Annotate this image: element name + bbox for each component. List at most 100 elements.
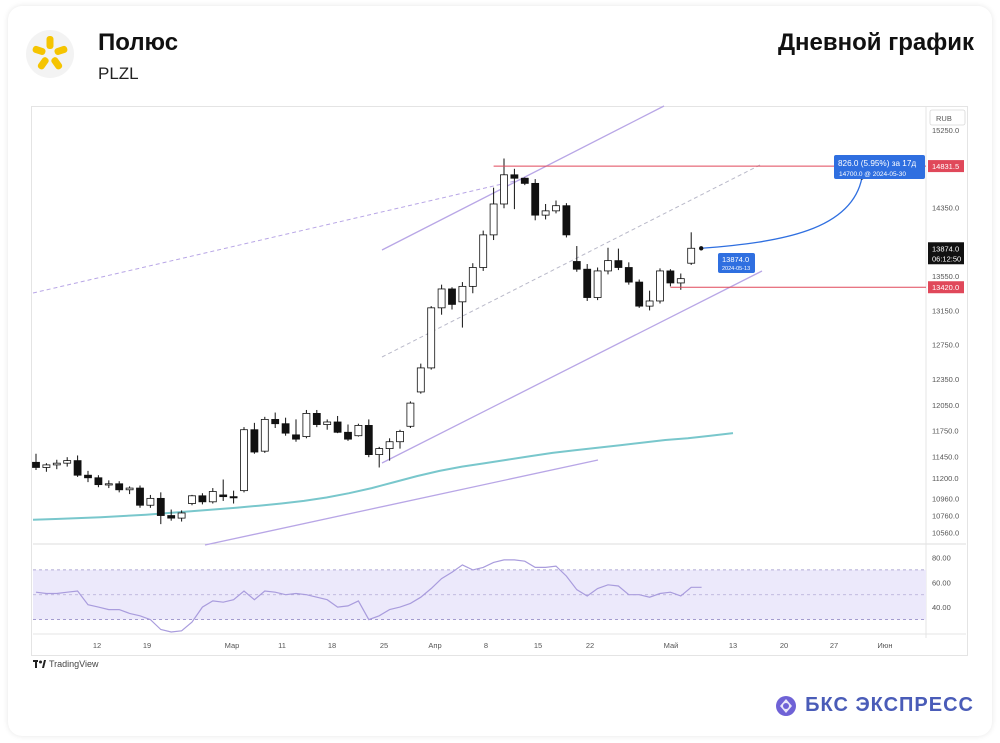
candle-body [104, 483, 113, 486]
candle-body [63, 460, 72, 464]
candle-body [375, 448, 384, 455]
candle-body [468, 267, 477, 287]
time-tick-label: 22 [586, 641, 594, 650]
forecast-change-label: 826.0 (5.95%) за 17д [838, 159, 916, 168]
candle-body [198, 495, 207, 503]
candle-body [333, 421, 342, 433]
dashed-extension-line [32, 177, 529, 294]
price-tick-label: 10760.0 [932, 512, 959, 521]
last-price-badge [928, 242, 964, 265]
time-tick-label: 8 [484, 641, 488, 650]
candle-body [354, 425, 363, 437]
candle-body [541, 210, 550, 216]
time-tick-label: Июн [877, 641, 892, 650]
price-tick-label: 11200.0 [932, 474, 959, 483]
support-line [204, 459, 599, 546]
candle-body [302, 413, 311, 437]
candle-body [208, 491, 217, 503]
currency-label: RUB [936, 114, 952, 123]
time-tick-label: 13 [729, 641, 737, 650]
time-tick-label: 11 [278, 641, 286, 650]
company-name: Полюс [98, 29, 179, 56]
candle-body [281, 423, 290, 434]
price-tick-label: 10960.0 [932, 494, 959, 503]
candle-body [271, 419, 280, 425]
forecast-start-price: 13874.0 [722, 255, 749, 264]
candle-body [489, 203, 498, 236]
rsi-tick-label: 80.00 [932, 553, 951, 562]
candle-body [656, 270, 664, 302]
candle-body [416, 367, 425, 393]
time-tick-label: Май [664, 641, 679, 650]
candle-body [146, 497, 155, 506]
candle-body [136, 487, 144, 506]
time-tick-label: 27 [830, 641, 838, 650]
candle-body [385, 441, 394, 449]
candle-body [635, 281, 644, 307]
candle-body [312, 413, 321, 425]
candle-body [562, 205, 571, 236]
candle-body [364, 425, 373, 455]
candle-body [458, 285, 467, 303]
candle-body [177, 512, 186, 519]
currency-badge [929, 109, 966, 126]
candle-body [73, 460, 82, 476]
candle-body [520, 177, 529, 184]
forecast-start-point [699, 246, 704, 251]
candle-body [167, 515, 176, 519]
price-tick-label: 10560.0 [932, 529, 959, 538]
candle-body [572, 261, 581, 270]
tradingview-logo-icon [33, 660, 46, 668]
time-tick-label: 20 [780, 641, 788, 650]
candle-body [676, 278, 685, 284]
price-tick-label: 11450.0 [932, 452, 959, 461]
channel-midline [381, 164, 761, 358]
candle-body [645, 300, 654, 307]
time-tick-label: Мар [225, 641, 240, 650]
candle-body [687, 247, 696, 264]
price-tick-label: 12350.0 [932, 375, 959, 384]
candle-body [604, 260, 612, 272]
candle-body [156, 497, 165, 516]
candle-body [250, 429, 259, 453]
forecast-start-box [718, 253, 755, 273]
candle-body [593, 270, 602, 298]
candle-body [219, 494, 228, 498]
candle-body [188, 495, 196, 504]
time-tick-label: 18 [328, 641, 336, 650]
bks-brand: БКС ЭКСПРЕСС [775, 694, 974, 717]
time-tick-label: 12 [93, 641, 101, 650]
forecast-start-date: 2024-05-13 [722, 266, 750, 272]
candle-body [666, 270, 675, 284]
candle-body [510, 174, 519, 179]
price-tick-label: 14350.0 [932, 203, 959, 212]
candle-body [260, 419, 269, 452]
moving-average-line [32, 432, 734, 521]
time-tick-label: 15 [534, 641, 542, 650]
tradingview-credit[interactable]: TradingView [33, 659, 99, 669]
candle-body [479, 234, 488, 268]
bks-logo-icon [776, 695, 797, 716]
chart-title: Дневной график [777, 29, 974, 56]
candle-body [32, 461, 40, 468]
time-tick-label: 19 [143, 641, 151, 650]
price-tick-label: 13150.0 [932, 306, 959, 315]
price-tick-label: 11750.0 [932, 427, 959, 436]
polyus-logo-icon [26, 30, 74, 78]
forecast-target-label: 14700.0 @ 2024-05-30 [839, 171, 906, 178]
rsi-line [35, 559, 702, 633]
price-tick-label: 15250.0 [932, 126, 959, 135]
support-price-text: 13420.0 [932, 283, 959, 292]
price-tick-label: 13550.0 [932, 272, 959, 281]
candle-body [406, 402, 415, 427]
candle-body [52, 462, 61, 466]
candle-body [448, 288, 456, 305]
candle-body [427, 307, 436, 369]
price-tick-label: 12750.0 [932, 341, 959, 350]
candle-body [125, 487, 134, 491]
candle-body [614, 260, 623, 268]
forecast-curve [701, 177, 863, 249]
chart-frame [31, 106, 968, 656]
candle-body [583, 268, 592, 298]
